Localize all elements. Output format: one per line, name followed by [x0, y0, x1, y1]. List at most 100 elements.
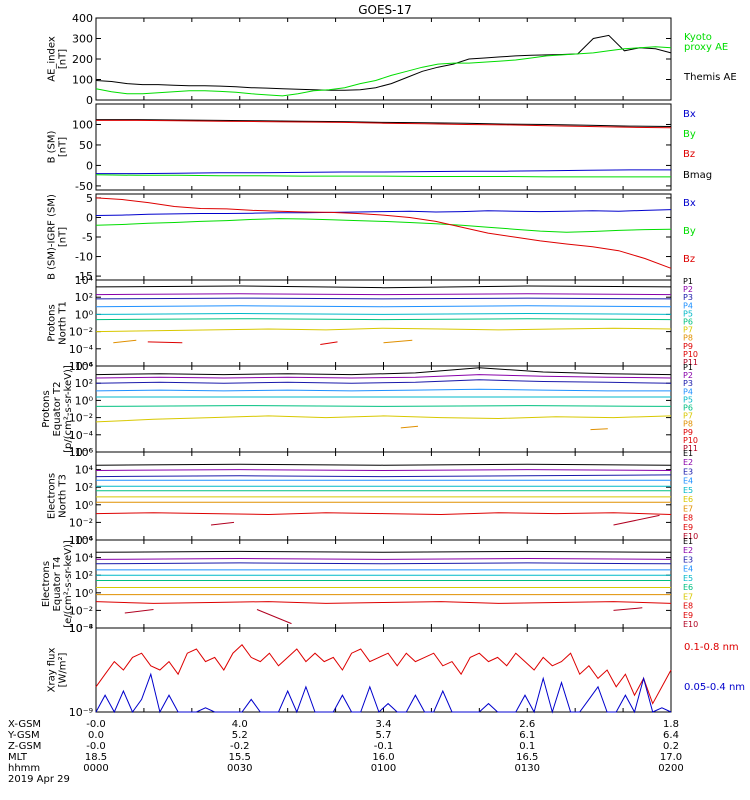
series-line: [95, 557, 672, 560]
series-line: [95, 218, 672, 233]
series-xray-0-1-0-8-nm: [95, 644, 672, 705]
legend-entry: P5: [683, 395, 693, 404]
series-en-e10: [210, 514, 660, 526]
x-axis-value: 0030: [227, 763, 252, 774]
series-line: [256, 609, 292, 625]
legend-entry: E4: [683, 477, 693, 486]
series-pe-p6: [95, 405, 672, 407]
series-line: [383, 339, 413, 344]
y-axis-label: Protons: [47, 304, 58, 341]
series-ee-e1: [95, 550, 672, 553]
y-tick-label: 10⁻²: [69, 326, 93, 339]
legend-entry: Kyoto: [684, 32, 712, 43]
legend-entry: P1: [683, 363, 693, 372]
series-en-e3: [95, 474, 672, 478]
legend-entry: 0.05-0.4 nm: [684, 682, 745, 693]
y-tick-label: 10⁻⁶: [69, 446, 94, 459]
legend-entry: P10: [683, 436, 698, 445]
legend-entry: E1: [683, 537, 693, 546]
series-line: [95, 562, 672, 565]
x-axis-value: 1.8: [663, 719, 679, 730]
legend-entry: By: [683, 226, 696, 237]
series-line: [95, 312, 672, 315]
series-line: [95, 297, 672, 300]
legend-entry: E9: [683, 611, 693, 620]
series-line: [613, 514, 660, 526]
series-line: [95, 415, 672, 423]
series-line: [95, 512, 672, 516]
y-tick-label: 10⁴: [75, 360, 94, 373]
legend-entry: P4: [683, 301, 693, 310]
plot-title: GOES-17: [358, 3, 412, 17]
series-pn-p2: [95, 293, 672, 296]
x-axis-value: 6.1: [519, 730, 535, 741]
series-line: [95, 293, 672, 296]
legend-entry: Bz: [683, 149, 695, 160]
series-line: [95, 305, 672, 308]
y-axis-label: B (SM)-IGRF (SM): [47, 194, 58, 280]
series-pn-p6: [95, 318, 672, 321]
legend-entry: P9: [683, 428, 693, 437]
legend-entry: P7: [683, 326, 693, 335]
series-b-bz: [96, 119, 672, 129]
series-pn-p9: [147, 341, 338, 345]
legend-entry: P2: [683, 371, 693, 380]
legend-entry: E4: [683, 565, 693, 574]
legend-entry: E7: [683, 592, 693, 601]
y-tick-label: 0: [86, 159, 93, 172]
legend-entry: E6: [683, 583, 693, 592]
y-tick-label: 0: [86, 94, 93, 107]
series-line: [95, 197, 672, 269]
y-axis-label: AE_index: [47, 36, 58, 82]
x-axis-value: 3.4: [376, 719, 392, 730]
series-db-bx: [95, 209, 672, 216]
series-line: [400, 425, 419, 429]
x-axis-value: 5.2: [232, 730, 248, 741]
y-tick-label: 100: [72, 74, 93, 87]
legend-entry: E10: [683, 620, 698, 629]
series-line: [95, 463, 672, 466]
series-line: [210, 521, 235, 526]
y-axis-label: [nT]: [58, 227, 69, 247]
series-pn-p1: [95, 285, 672, 289]
legend-entry: E1: [683, 449, 693, 458]
y-tick-label: 100: [72, 118, 93, 131]
y-axis-label: Protons: [41, 390, 52, 427]
series-ee-e3: [95, 562, 672, 565]
series-pe-p1: [95, 367, 672, 376]
legend-entry: P8: [683, 420, 693, 429]
x-axis-value: 0100: [371, 763, 396, 774]
series-pn-p7: [95, 327, 672, 333]
series-db-bz: [95, 197, 672, 269]
y-axis-label: [p/(cm²-s-sr-keV)]: [63, 365, 74, 453]
legend-entry: P8: [683, 334, 693, 343]
y-tick-label: 10⁴: [75, 274, 94, 287]
legend-entry: P3: [683, 293, 693, 302]
series-en-e9: [95, 512, 672, 516]
x-axis-row-label: Y-GSM: [7, 730, 40, 741]
x-axis-table: X-GSMY-GSMZ-GSMMLThhmm-0.00.0-0.018.5000…: [7, 719, 684, 785]
series-ee-e9: [95, 601, 672, 604]
panel-frame: [95, 279, 672, 367]
y-axis-label: Xray flux: [47, 648, 58, 693]
x-axis-value: -0.1: [374, 741, 394, 752]
y-tick-label: 10⁰: [75, 394, 94, 407]
series-line: [96, 169, 671, 175]
legend-entry: P4: [683, 387, 693, 396]
series-pn-p8: [113, 339, 413, 344]
series-en-e2: [95, 469, 672, 472]
y-tick-label: 400: [72, 12, 93, 25]
series-pn-p4: [95, 305, 672, 308]
series-b-by: [95, 174, 671, 178]
legend-b: Bx By Bz Bmag: [683, 109, 712, 181]
series-b-bmag: [96, 119, 672, 127]
x-axis-value: 15.5: [229, 752, 251, 763]
y-tick-label: 10⁻⁶: [69, 360, 94, 373]
legend-entry: By: [683, 129, 696, 140]
series-line: [95, 34, 672, 91]
series-line: [590, 428, 608, 431]
